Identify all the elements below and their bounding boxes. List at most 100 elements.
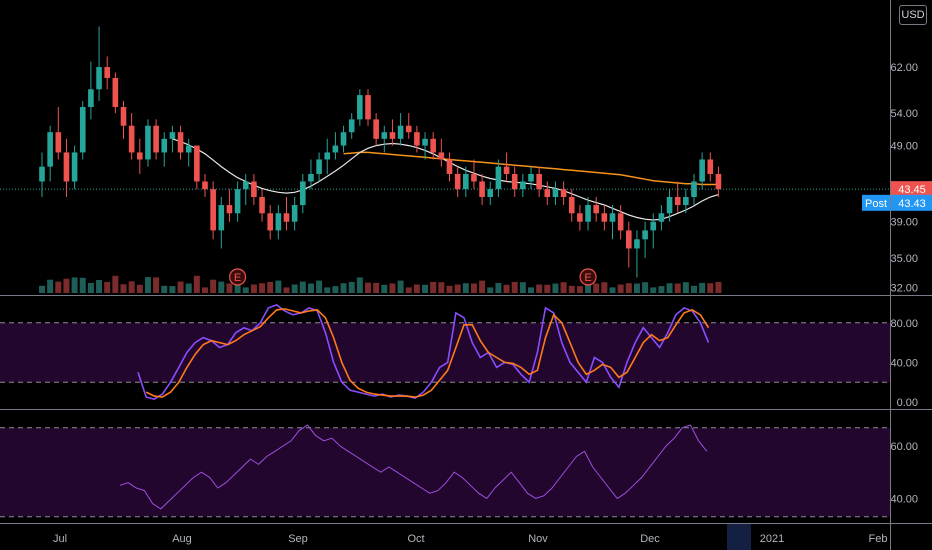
volume-bar (193, 275, 200, 293)
rsi-tick-label: 60.00 (890, 441, 918, 453)
volume-bar (47, 279, 54, 293)
volume-bar (104, 281, 111, 293)
candle (234, 181, 241, 222)
volume-bar (585, 283, 592, 293)
rsi-band (0, 427, 890, 517)
candle (324, 138, 331, 174)
volume-bar (682, 282, 689, 293)
candle (340, 125, 347, 153)
price-tick-label: 62.00 (890, 62, 918, 74)
candle (438, 138, 445, 167)
candle (242, 173, 249, 206)
candle (300, 173, 306, 214)
volume-bar (291, 284, 298, 293)
candle (365, 89, 371, 126)
volume-bar (609, 287, 616, 293)
stoch-k-line (137, 304, 710, 400)
volume-bar (593, 283, 600, 293)
candle (71, 145, 78, 190)
candle (218, 197, 225, 249)
candle (55, 107, 62, 160)
candle (185, 138, 192, 167)
time-tick-label: Dec (640, 533, 660, 545)
candle (145, 119, 151, 167)
volume-bar (275, 280, 282, 293)
volume-bar (470, 283, 477, 293)
oscillators (119, 304, 710, 510)
stoch-d-line (145, 308, 710, 398)
candle (357, 89, 363, 126)
volume-bar (487, 287, 494, 293)
candle (226, 189, 233, 222)
volume-bar (242, 287, 249, 293)
candle (634, 230, 640, 278)
candle (291, 197, 298, 231)
volume-bar (511, 281, 518, 293)
candle (617, 205, 624, 240)
candle (503, 152, 510, 182)
volume-bar (446, 285, 453, 293)
candle (332, 132, 339, 160)
stoch-tick-label: 0.00 (897, 397, 918, 409)
volume-bar (348, 281, 355, 293)
volume-bar (96, 280, 103, 293)
candle (683, 189, 689, 214)
price-tick-label: 32.00 (890, 283, 918, 295)
candle (666, 189, 673, 222)
price-tick-label: 49.00 (890, 141, 918, 153)
volume-bar (136, 284, 143, 293)
last-price-value: 43.45 (898, 184, 926, 196)
volume-bar (226, 283, 233, 293)
volume-bar (560, 282, 567, 293)
volume-bar (430, 281, 437, 293)
rsi-line (119, 424, 708, 510)
volume-bar (87, 282, 94, 293)
volume-bar (633, 283, 640, 293)
time-tick-label: Nov (528, 533, 548, 545)
volume-bar (234, 279, 241, 293)
volume-bar (332, 286, 339, 293)
volume-bar (707, 283, 714, 293)
price-tick-label: 54.00 (890, 108, 918, 120)
volume-bar (422, 284, 429, 293)
candle (397, 113, 404, 146)
volume-bar (666, 283, 673, 293)
candle (577, 205, 583, 231)
candle (104, 56, 110, 90)
volume-bar (373, 282, 380, 293)
stoch-tick-label: 40.00 (890, 357, 918, 369)
currency-button[interactable]: USD (899, 5, 927, 25)
candle (348, 113, 355, 139)
volume-bar (283, 287, 290, 293)
volume-bar (397, 280, 404, 293)
earnings-marker: E (229, 268, 247, 286)
volume-bar (438, 282, 445, 293)
volume-bar (55, 281, 62, 293)
svg-text:E: E (584, 272, 591, 284)
volume-bar (528, 287, 534, 293)
volume-bar (381, 284, 388, 293)
volume-bar (454, 284, 461, 293)
candle (585, 197, 591, 231)
time-tick-label: Aug (172, 533, 192, 545)
candle (316, 152, 322, 182)
post-price-value: 43.43 (898, 198, 926, 210)
candle (79, 101, 86, 160)
candle (259, 189, 265, 222)
candle (495, 159, 502, 198)
volume-bar (658, 286, 665, 293)
candle (381, 125, 388, 153)
volume-bar (674, 283, 681, 293)
price-tags: 43.45 Post 43.43 (862, 181, 932, 211)
volume-bar (324, 287, 331, 293)
volume-bar (576, 286, 583, 293)
candle (446, 152, 453, 182)
candle (463, 166, 469, 198)
candle (560, 181, 567, 206)
volume-bar (503, 284, 510, 293)
volume-bar (462, 283, 469, 293)
volume-bar (299, 281, 306, 293)
candle (47, 125, 53, 182)
candle (552, 181, 559, 206)
